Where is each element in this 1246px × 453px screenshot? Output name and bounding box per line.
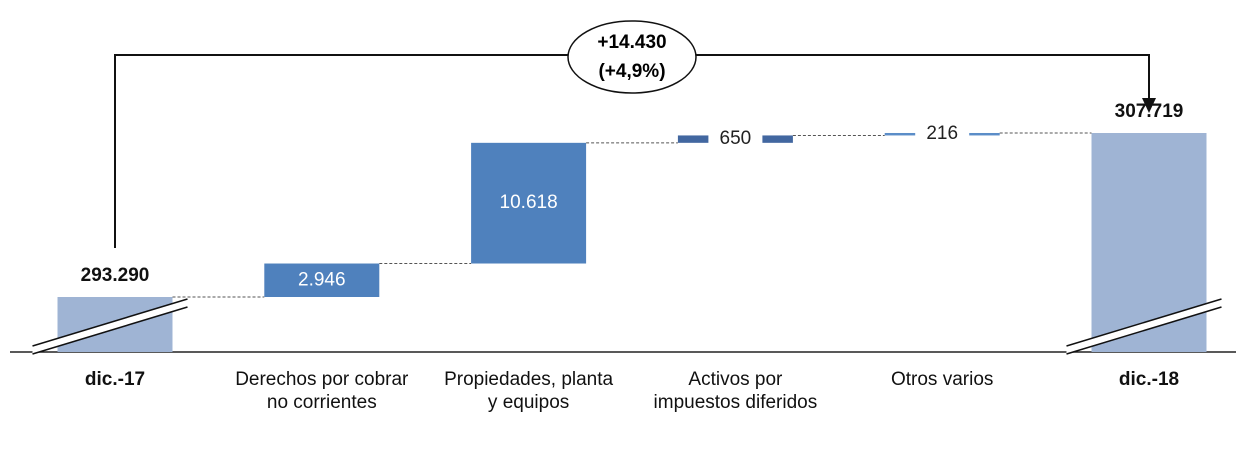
arrow-head: [1142, 98, 1156, 113]
bar: [471, 142, 587, 264]
change-bubble: [567, 20, 697, 94]
x-tick-label: Activos por impuestos diferidos: [653, 369, 818, 413]
axis-break-edge: [1066, 298, 1222, 347]
change-label: +14.430: [597, 32, 666, 53]
value-label: 650: [720, 128, 752, 149]
x-tick-label: dic.-17: [84, 369, 146, 390]
label-gap: [708, 131, 763, 147]
axis-break-edge: [32, 298, 188, 347]
bar: [264, 263, 380, 297]
axis-break-edge: [1066, 306, 1222, 355]
axis-break: [32, 299, 188, 354]
bar: [1091, 133, 1207, 352]
value-label: 10.618: [500, 192, 558, 213]
value-label: 293.290: [81, 265, 150, 286]
x-tick-label: Propiedades, planta y equipos: [444, 369, 614, 413]
value-label: 2.946: [298, 269, 346, 290]
axis-break: [1066, 299, 1222, 354]
label-gap: [915, 128, 970, 140]
value-label: 216: [926, 123, 958, 144]
x-tick-label: Otros varios: [890, 369, 994, 390]
x-tick-label: Derechos por cobrar no corrientes: [235, 369, 409, 413]
change-pct-label: (+4,9%): [598, 61, 665, 82]
x-tick-label: dic.-18: [1118, 369, 1180, 390]
axis-break-edge: [32, 306, 188, 355]
value-label: 307.719: [1115, 101, 1184, 122]
